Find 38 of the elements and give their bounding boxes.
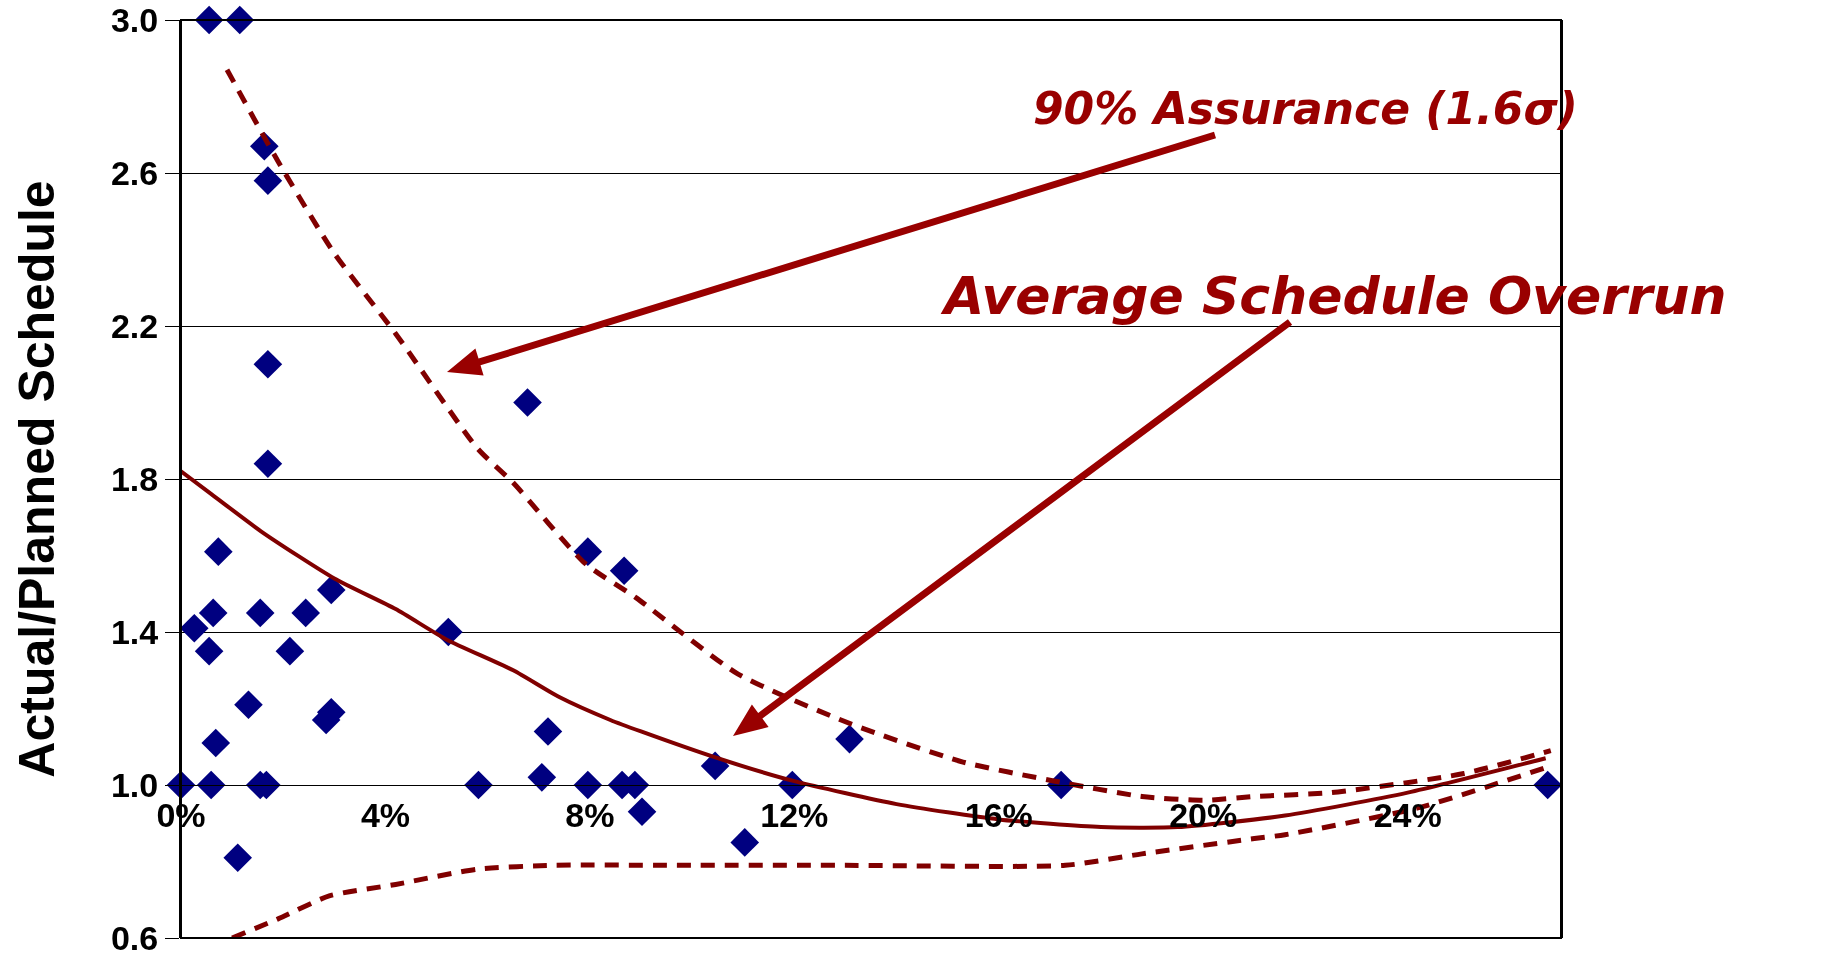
x-tick-label: 20% (1169, 795, 1238, 834)
point (234, 690, 263, 719)
point (513, 388, 542, 417)
y-tick-label: 2.6 (110, 153, 159, 192)
y-tick-label: 1.0 (110, 765, 159, 804)
y-tick-label: 1.8 (110, 459, 159, 498)
x-tick-label: 12% (760, 795, 829, 834)
point (316, 575, 346, 605)
point (223, 843, 253, 872)
point (198, 598, 228, 628)
point (275, 636, 305, 666)
point (245, 598, 275, 628)
y-tick-label: 2.2 (110, 306, 159, 345)
point (1533, 770, 1563, 800)
point (627, 797, 657, 827)
point (533, 717, 563, 746)
point (730, 828, 760, 857)
point (573, 770, 603, 800)
point (253, 349, 283, 379)
x-tick-label: 8% (565, 795, 615, 834)
y-axis-title: Actual/Planned Schedule (9, 180, 66, 778)
y-tick-label: 1.4 (110, 612, 159, 651)
y-tick-label: 0.6 (110, 918, 159, 957)
point (573, 537, 603, 566)
point (196, 770, 226, 800)
point (291, 598, 321, 628)
point (835, 724, 864, 754)
point (253, 449, 283, 478)
y-tick-label: 3.0 (110, 0, 159, 39)
x-tick-label: 24% (1373, 795, 1442, 834)
point (179, 613, 209, 643)
point (194, 636, 224, 666)
point (253, 166, 283, 195)
point (204, 537, 233, 566)
point (201, 728, 231, 758)
x-tick-label: 4% (360, 795, 411, 834)
point (609, 556, 639, 586)
point (527, 763, 557, 792)
